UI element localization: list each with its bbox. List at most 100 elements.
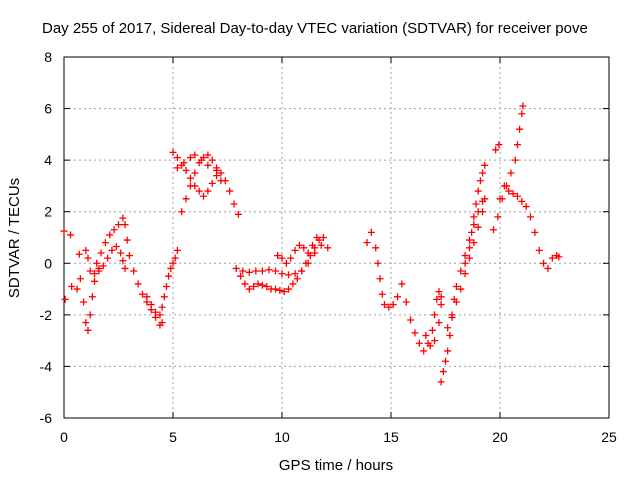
data-point [234,210,242,218]
data-point [271,285,279,293]
data-point [470,239,478,247]
data-point [173,246,181,254]
data-point [479,169,487,177]
data-point [293,275,301,283]
data-point [204,151,212,159]
data-point [285,271,293,279]
data-point [197,156,205,164]
data-point [112,243,120,251]
data-point [125,252,133,260]
y-tick-label: 6 [44,101,52,117]
axis-ticks: 0 5 10 15 20 25 -6 -4 -2 0 2 4 6 8 [40,49,617,445]
y-tick-label: 4 [44,152,52,168]
data-point [169,148,177,156]
data-point [195,187,203,195]
data-point [191,151,199,159]
data-point [481,161,489,169]
data-point [444,347,452,355]
data-point [298,267,306,275]
data-point [518,197,526,205]
data-point [245,268,253,276]
data-point [289,280,297,288]
data-point [278,270,286,278]
data-point [540,259,548,267]
data-point [158,319,166,327]
data-point [67,231,75,239]
y-tick-label: 2 [44,204,52,220]
data-point [527,213,535,221]
x-tick-label: 20 [492,429,508,445]
x-tick-label: 0 [60,429,68,445]
data-point [169,259,177,267]
data-point [171,254,179,262]
data-point [389,301,397,309]
data-point [282,259,290,267]
data-point [555,253,563,261]
data-point [252,267,260,275]
data-point [265,266,273,274]
data-point [226,187,234,195]
data-point [152,308,160,316]
data-point [380,301,388,309]
data-point [115,221,122,229]
data-point [452,298,460,306]
data-point [494,213,502,221]
data-point [474,223,482,231]
data-point [437,301,445,309]
data-point [489,226,497,234]
data-point [319,234,327,241]
data-point [439,368,447,376]
data-point [511,156,519,164]
data-marks [60,102,563,386]
data-point [317,241,325,249]
data-point [80,298,88,306]
data-point [162,282,170,290]
data-point [435,288,443,296]
data-point [448,311,456,319]
x-tick-label: 15 [383,429,399,445]
data-point [461,270,469,278]
data-point [309,241,317,249]
data-point [476,177,484,185]
data-point [106,231,114,239]
data-point [407,316,415,324]
data-point [302,259,310,267]
data-point [394,293,402,301]
data-point [437,293,445,301]
data-point [548,254,556,262]
x-tick-label: 5 [169,429,177,445]
data-point [280,288,288,296]
data-point [239,267,247,275]
data-point [442,357,449,365]
data-point [60,227,68,235]
data-point [91,277,99,285]
data-point [84,326,92,334]
data-point [500,182,508,190]
data-point [385,303,393,311]
data-point [250,282,258,290]
data-point [68,282,76,290]
data-point [496,195,504,203]
data-point [513,141,521,149]
data-point [509,190,517,198]
data-point [519,102,527,110]
data-point [513,192,521,200]
data-point [110,226,118,234]
data-point [470,213,478,221]
data-point [204,161,212,169]
data-point [237,272,245,280]
data-point [472,200,480,208]
data-point [518,110,526,118]
data-point [461,259,469,267]
data-point [82,246,90,254]
data-point [254,280,262,288]
data-point [376,275,384,283]
data-point [230,200,238,208]
data-point [86,311,94,319]
data-point [121,264,129,272]
data-point [470,221,478,229]
data-point [86,267,94,275]
data-point [465,244,473,252]
data-point [522,203,530,211]
